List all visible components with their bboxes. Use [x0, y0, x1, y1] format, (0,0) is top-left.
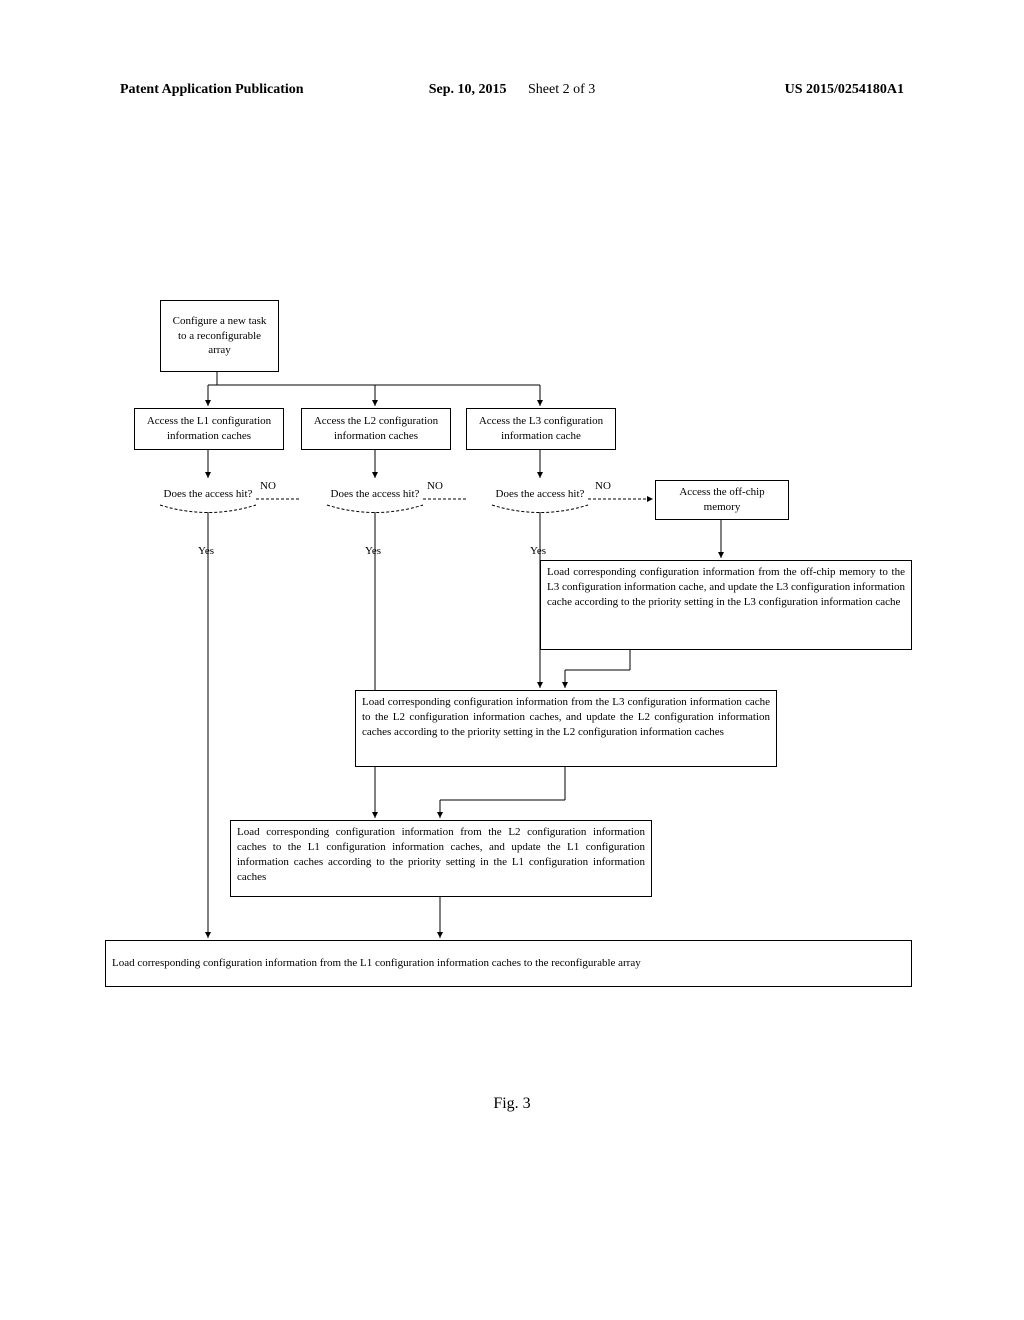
- node-access-l3: Access the L3 configuration information …: [466, 408, 616, 450]
- node-access-l1: Access the L1 configuration information …: [134, 408, 284, 450]
- figure-caption: Fig. 3: [0, 1095, 1024, 1113]
- flowchart: Configure a new task to a reconfigurable…: [100, 300, 914, 1080]
- decision-l1: Does the access hit?: [160, 488, 256, 500]
- node-load-l3: Load corresponding configuration informa…: [540, 560, 912, 650]
- node-access-offchip: Access the off-chip memory: [655, 480, 789, 520]
- no-l3: NO: [595, 480, 611, 492]
- node-load-l1: Load corresponding configuration informa…: [230, 820, 652, 897]
- header-right: US 2015/0254180A1: [785, 82, 904, 98]
- yes-l1: Yes: [198, 545, 214, 557]
- node-start: Configure a new task to a reconfigurable…: [160, 300, 279, 372]
- no-l1: NO: [260, 480, 276, 492]
- node-final: Load corresponding configuration informa…: [105, 940, 912, 987]
- header-left: Patent Application Publication: [120, 82, 304, 98]
- yes-l2: Yes: [365, 545, 381, 557]
- header-center: Sep. 10, 2015 Sheet 2 of 3: [429, 82, 596, 98]
- yes-l3: Yes: [530, 545, 546, 557]
- no-l2: NO: [427, 480, 443, 492]
- decision-l3: Does the access hit?: [492, 488, 588, 500]
- node-access-l2: Access the L2 configuration information …: [301, 408, 451, 450]
- node-load-l2: Load corresponding configuration informa…: [355, 690, 777, 767]
- page-header: Patent Application Publication Sep. 10, …: [120, 82, 904, 106]
- decision-l2: Does the access hit?: [327, 488, 423, 500]
